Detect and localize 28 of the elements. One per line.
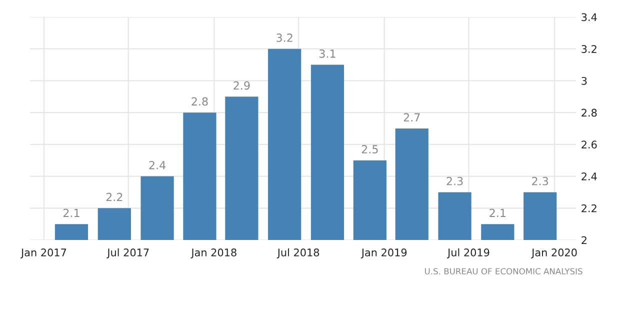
y-tick-label: 3.2	[582, 45, 596, 53]
y-tick-label: 2	[582, 236, 586, 244]
y-tick-label: 2.8	[582, 108, 597, 117]
x-tick-label: Jan 2018	[190, 248, 236, 258]
data-label: 2.1	[490, 208, 506, 217]
data-label: 2.1	[63, 208, 80, 217]
data-label: 2.8	[192, 97, 208, 106]
data-label: 2.4	[149, 160, 166, 170]
x-tick-label: Jul 2018	[276, 248, 320, 258]
data-label: 2.3	[446, 176, 463, 186]
data-label: 3.1	[319, 49, 336, 58]
y-tick-label: 2.6	[582, 140, 597, 149]
data-label: 2.7	[404, 113, 420, 122]
data-label: 2.9	[234, 81, 250, 90]
data-label: 2.5	[362, 145, 378, 154]
y-tick-label: 2.2	[582, 204, 596, 212]
y-tick-label: 3.4	[582, 13, 597, 22]
text: U.S. BUREAU OF ECONOMIC ANALYSIS	[425, 268, 582, 274]
x-tick-label: Jan 2019	[360, 248, 407, 258]
y-tick-label: 2.4	[582, 172, 597, 180]
x-tick-label: Jul 2017	[106, 248, 149, 258]
data-label: 3.2	[276, 34, 292, 42]
y-tick-label: 3	[582, 76, 587, 85]
x-tick-label: Jan 2020	[531, 248, 577, 258]
data-label: 2.2	[106, 192, 122, 202]
x-tick-label: Jan 2017	[20, 248, 66, 258]
x-tick-label: Jul 2019	[447, 248, 490, 258]
data-label: 2.3	[532, 176, 548, 186]
